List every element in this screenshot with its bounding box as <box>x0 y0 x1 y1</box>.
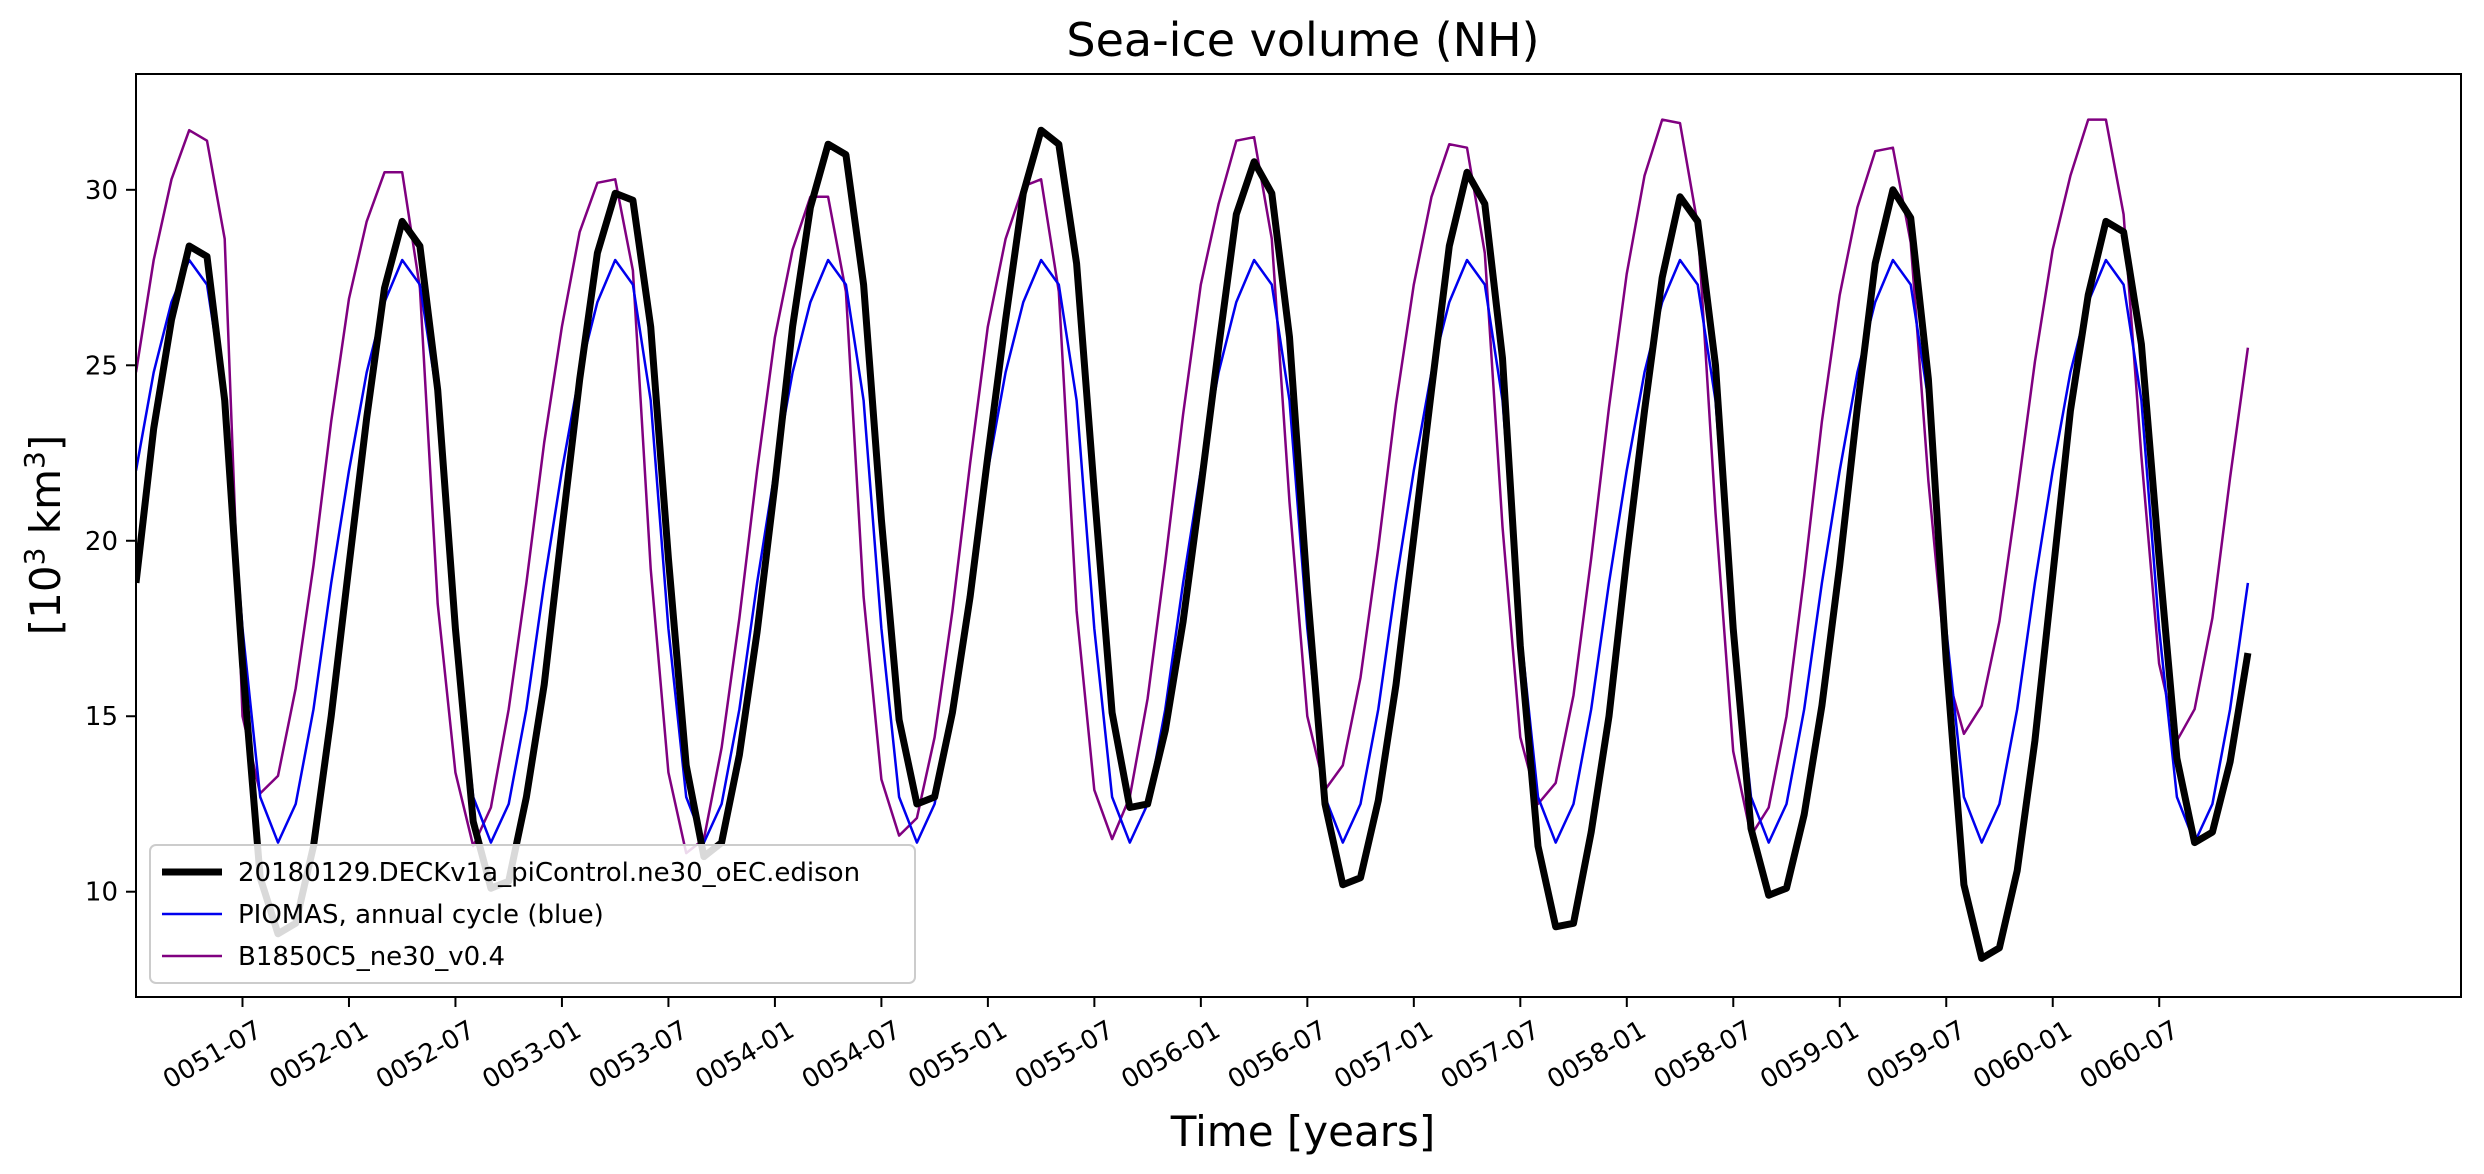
chart-title: Sea-ice volume (NH) <box>1066 13 1539 67</box>
y-axis-label-sup1: 3 <box>18 548 51 566</box>
series-line-1 <box>136 258 2250 844</box>
y-tick-label: 10 <box>85 878 118 908</box>
y-tick-label: 25 <box>85 351 118 381</box>
series-line-2 <box>136 118 2250 855</box>
legend-label-piomas: PIOMAS, annual cycle (blue) <box>238 900 604 930</box>
y-axis-label-end: ] <box>21 435 70 451</box>
y-axis: 10 15 20 25 30 <box>85 176 136 908</box>
y-axis-label-base: [10 <box>21 565 70 635</box>
legend-box <box>149 844 916 984</box>
y-axis-label-mid: km <box>21 469 70 548</box>
y-tick-label: 15 <box>85 702 118 732</box>
legend: 20180129.DECKv1a_piControl.ne30_oEC.edis… <box>149 844 916 984</box>
y-axis-label-sup2: 3 <box>18 451 51 469</box>
x-axis-label: Time [years] <box>1170 1107 1436 1156</box>
legend-label-b1850: B1850C5_ne30_v0.4 <box>238 942 505 972</box>
plot-frame <box>135 73 2462 998</box>
y-tick-label: 20 <box>85 527 118 557</box>
y-axis-label: [103 km3] <box>18 435 71 635</box>
legend-label-model: 20180129.DECKv1a_piControl.ne30_oEC.edis… <box>238 858 860 888</box>
y-tick-label: 30 <box>85 176 118 206</box>
